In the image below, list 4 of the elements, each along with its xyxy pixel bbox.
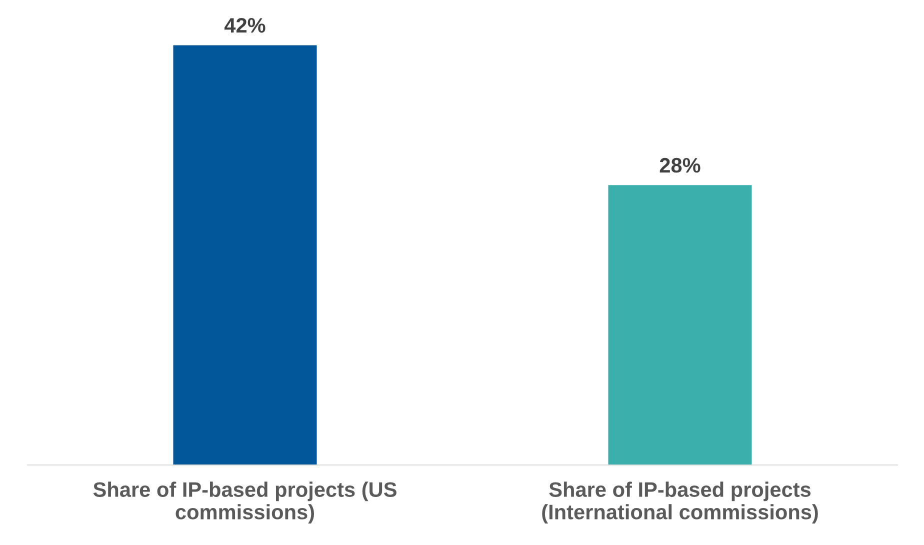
data-label: 28%: [660, 158, 700, 173]
x-tick-label: Share of IP-based projects (US commissions): [93, 482, 396, 524]
data-label: 42%: [224, 18, 266, 33]
x-tick-label: Share of IP-based projects (International commissions): [542, 482, 818, 524]
